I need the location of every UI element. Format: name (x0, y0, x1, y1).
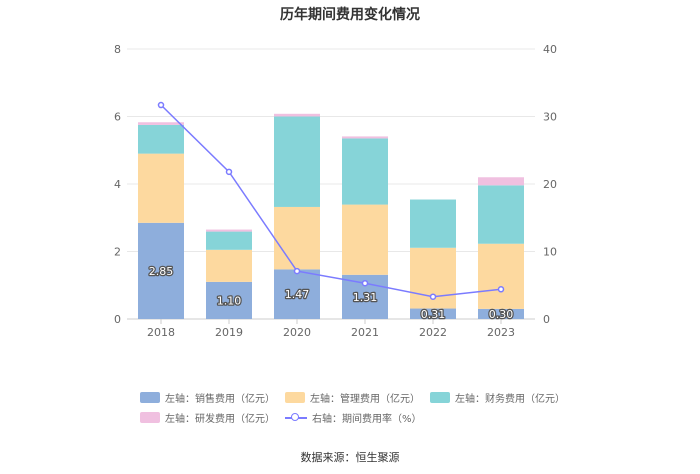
data-source-note: 数据来源：恒生聚源 (300, 451, 400, 464)
bar-segment (410, 199, 456, 248)
y-left-tick-label: 4 (114, 178, 121, 191)
y-right-tick-label: 30 (543, 111, 557, 124)
bar-data-label: 1.31 (353, 291, 378, 304)
expense-ratio-point (429, 293, 437, 300)
x-tick-label: 2023 (487, 326, 515, 339)
bar-segment (342, 136, 388, 139)
expense-ratio-point (157, 101, 165, 109)
bar-segment (478, 177, 524, 186)
legend-label-expense-ratio: 右轴：期间费用率（%） (312, 414, 422, 425)
x-tick-label: 2020 (283, 326, 311, 339)
y-right-tick-label: 20 (543, 178, 557, 191)
stacked-bar-line-chart: 0 2 4 6 8 0 10 20 30 40 2018 2019 2020 2021 2022 2023 2.… (114, 43, 557, 339)
bar-segment (410, 308, 456, 319)
bar-segment (138, 153, 184, 223)
bar-segment (206, 281, 252, 319)
legend-item-expense-ratio[interactable]: 右轴：期间费用率（%） (285, 410, 422, 425)
bar-segment (478, 243, 524, 309)
bar-data-label: 1.47 (285, 288, 310, 301)
y-left-tick-label: 6 (114, 111, 121, 124)
x-tick-label: 2018 (147, 326, 175, 339)
bar-segment (274, 113, 320, 117)
bar-segment (342, 138, 388, 205)
legend-swatch-sales (140, 392, 160, 403)
chart-title: 历年期间费用变化情况 (280, 7, 420, 23)
legend-item-sales[interactable]: 左轴：销售费用（亿元） (140, 390, 275, 405)
expense-ratio-point (497, 286, 505, 293)
bar-segment (206, 231, 252, 250)
bar-data-label: 2.85 (149, 265, 174, 278)
bar-segment (138, 124, 184, 154)
x-tick-label: 2022 (419, 326, 447, 339)
bar-data-label: 0.31 (421, 308, 446, 321)
legend-swatch-expense-ratio (285, 412, 307, 423)
legend-item-finance[interactable]: 左轴：财务费用（亿元） (430, 390, 565, 405)
legend-item-rnd[interactable]: 左轴：研发费用（亿元） (140, 410, 275, 425)
legend-label-rnd: 左轴：研发费用（亿元） (165, 414, 275, 425)
bar-segment (138, 222, 184, 319)
expense-ratio-point (361, 279, 369, 287)
y-left-tick-label: 0 (114, 313, 121, 326)
bar-segment (206, 249, 252, 282)
expense-ratio-point (225, 168, 233, 176)
legend-swatch-admin (285, 392, 305, 403)
y-left-tick-label: 2 (114, 246, 121, 259)
bar-segment (274, 116, 320, 207)
bar-segment (274, 269, 320, 319)
y-right-tick-label: 40 (543, 43, 557, 56)
bar-segment (478, 308, 524, 319)
y-right-tick-label: 10 (543, 246, 557, 259)
x-tick-label: 2021 (351, 326, 379, 339)
bar-segment (206, 229, 252, 232)
legend-label-admin: 左轴：管理费用（亿元） (310, 394, 420, 405)
y-left-tick-label: 8 (114, 43, 121, 56)
bar-data-label: 0.30 (489, 308, 514, 321)
bar-segment (342, 204, 388, 275)
x-tick-label: 2019 (215, 326, 243, 339)
y-right-tick-label: 0 (543, 313, 550, 326)
bar-segment (274, 206, 320, 270)
bar-segment (478, 185, 524, 244)
legend-label-finance: 左轴：财务费用（亿元） (455, 394, 565, 405)
expense-ratio-line (160, 104, 502, 298)
bar-data-label: 1.10 (217, 294, 242, 307)
legend-swatch-finance (430, 392, 450, 403)
expense-ratio-point (293, 267, 301, 275)
legend-label-sales: 左轴：销售费用（亿元） (165, 394, 275, 405)
bar-segment (138, 122, 184, 125)
legend-item-admin[interactable]: 左轴：管理费用（亿元） (285, 390, 420, 405)
legend-swatch-rnd (140, 412, 160, 423)
